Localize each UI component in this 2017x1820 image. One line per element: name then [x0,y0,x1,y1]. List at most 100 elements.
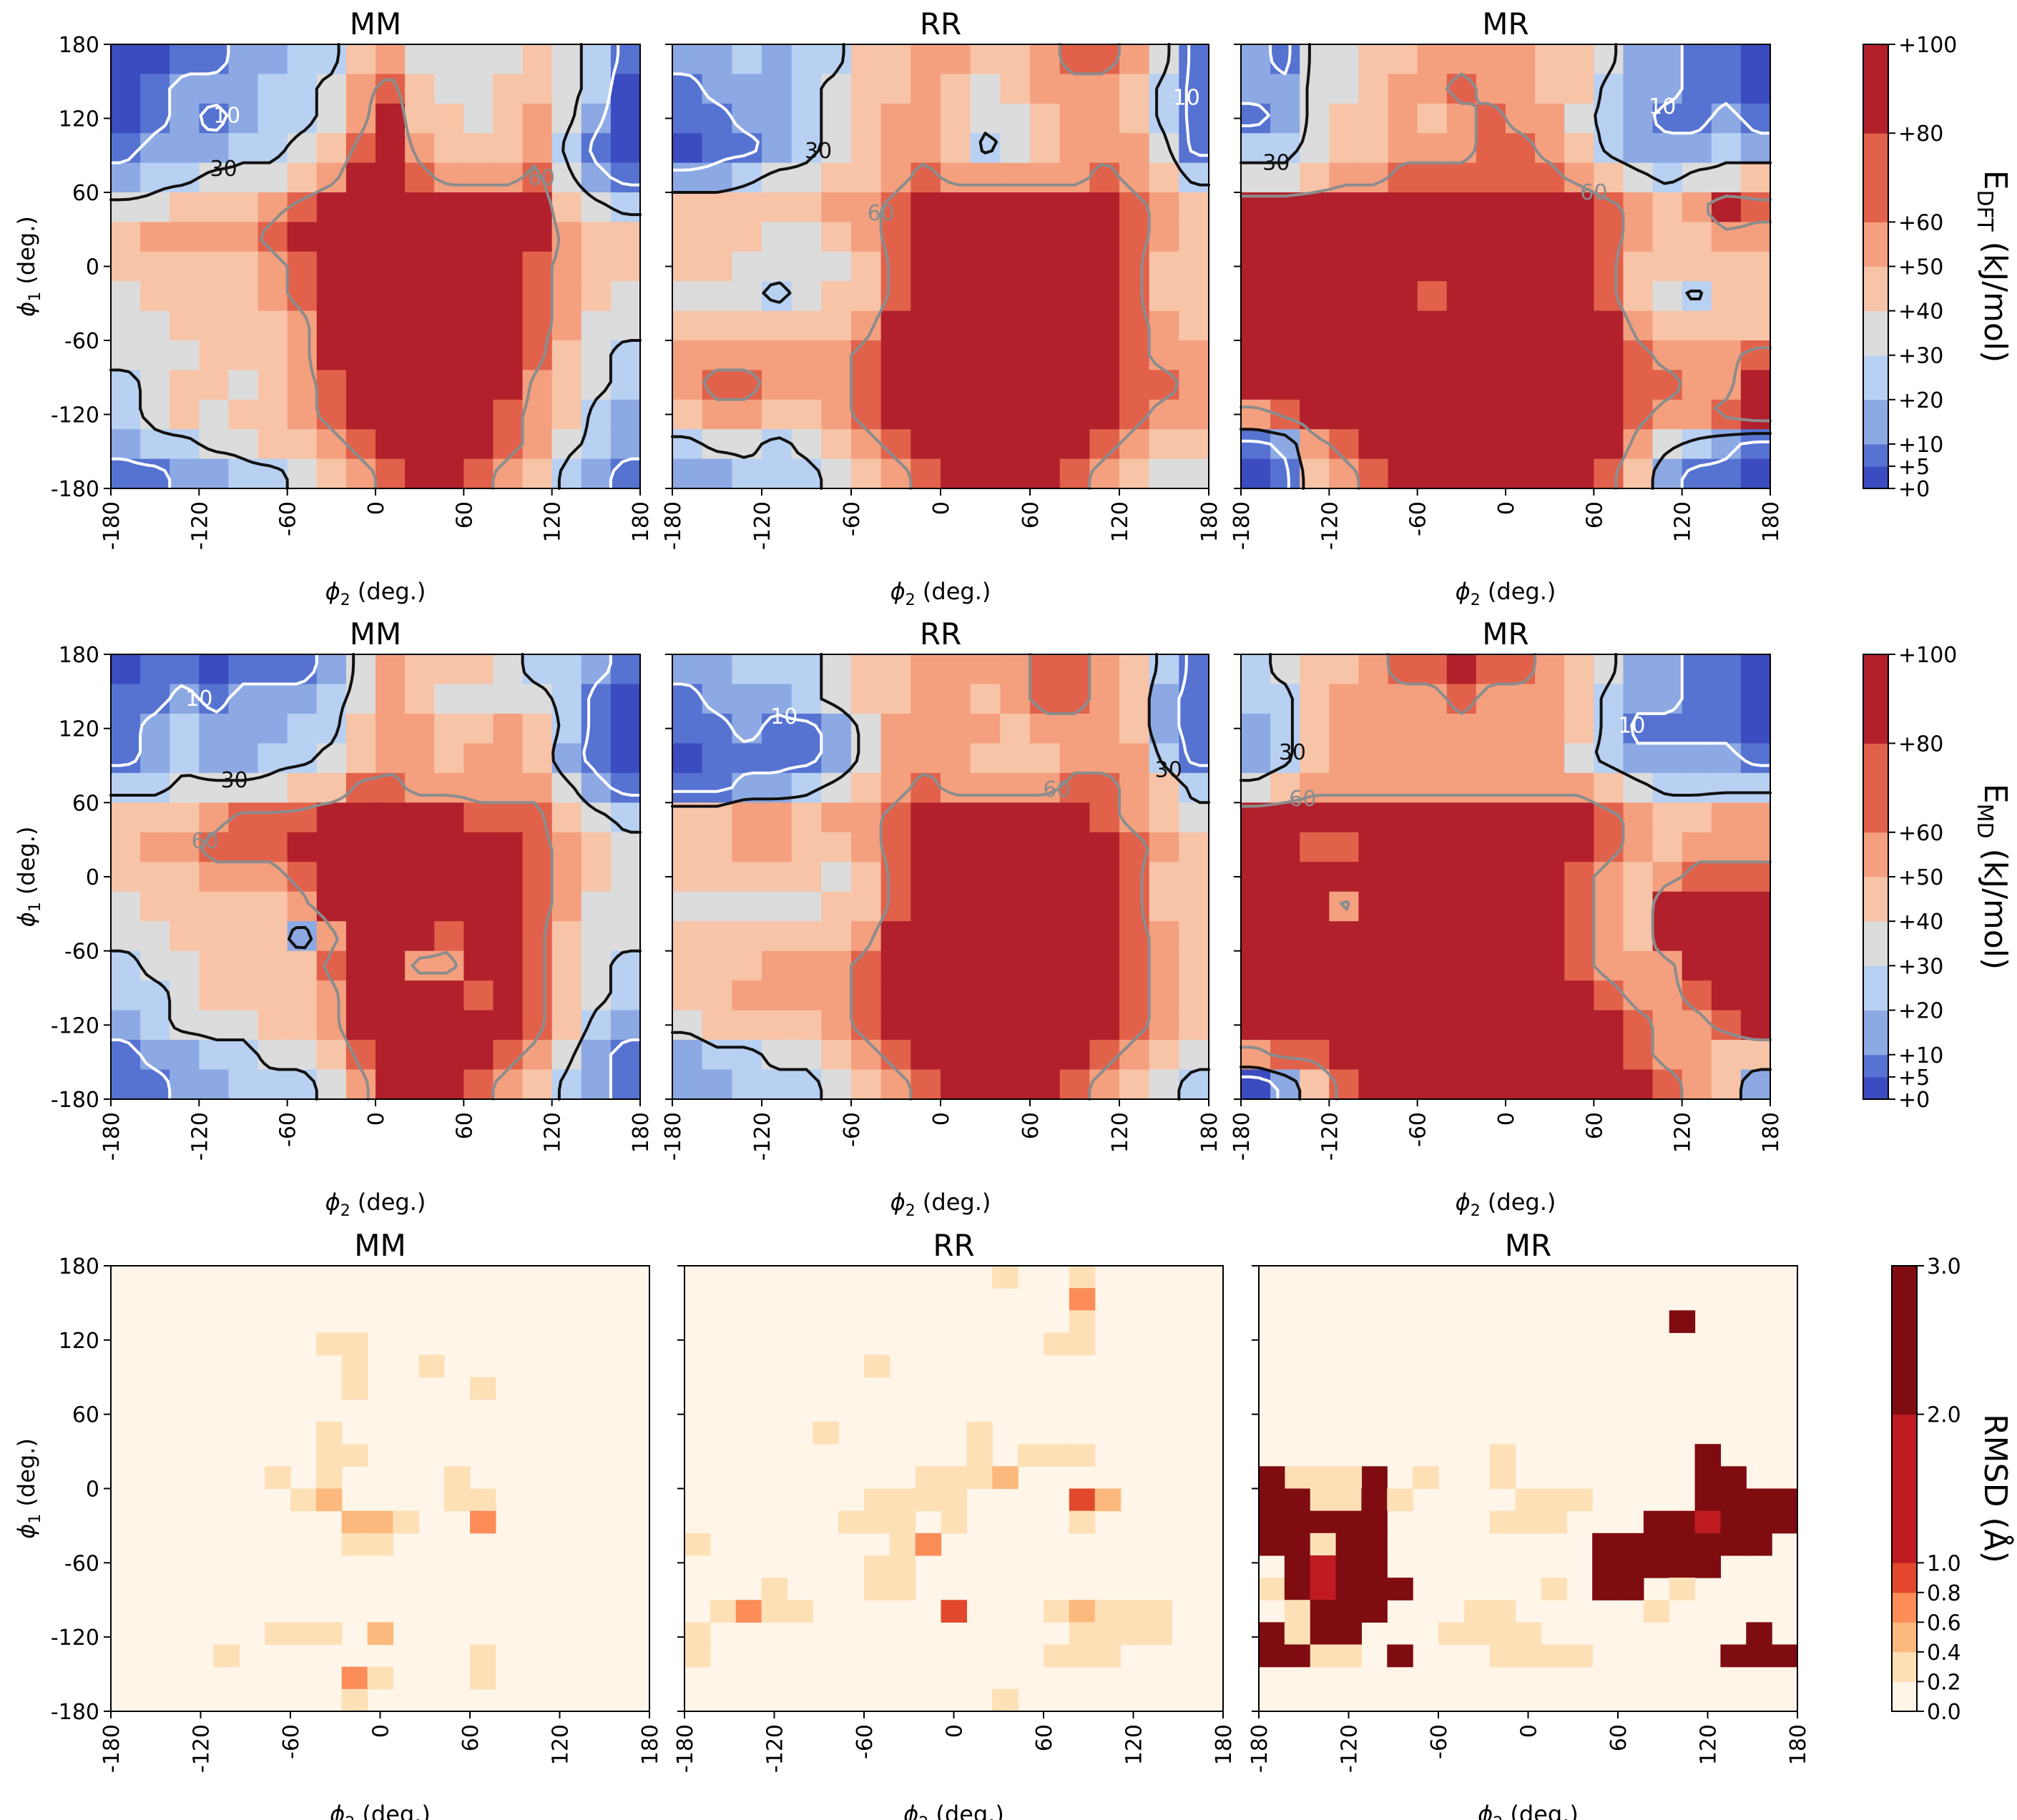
heatmap-cell [1652,921,1683,952]
heatmap-cell [1069,1266,1096,1289]
heatmap-cell [345,429,376,460]
heatmap-cell [1535,862,1565,892]
heatmap-cell [1594,44,1624,74]
heatmap-cell [1388,192,1418,222]
heatmap-cell [1149,429,1179,460]
heatmap-cell [316,222,347,252]
heatmap-cell [1682,370,1712,400]
heatmap-cell [1149,1040,1179,1071]
heatmap-cell [581,370,612,400]
heatmap-cell [1388,133,1418,164]
heatmap-cell [821,921,852,952]
heatmap-cell [522,713,553,744]
heatmap-cell [345,980,376,1011]
y-tick-label: -60 [64,940,99,965]
heatmap-cell [970,654,1001,685]
x-tick-label: -120 [190,1724,215,1773]
heatmap-cell [1463,1622,1491,1646]
x-tick-label: 0 [1494,501,1519,515]
heatmap-cell [1119,654,1150,685]
heatmap-cell [1030,370,1061,400]
heatmap-cell [970,802,1001,833]
heatmap-cell [463,222,494,252]
colorbar-segment [1863,266,1888,312]
heatmap-cell [1682,743,1712,774]
heatmap-cell [522,222,553,252]
heatmap-cell [265,1466,291,1490]
heatmap-cell [1329,74,1360,104]
heatmap-cell [581,281,612,312]
heatmap-cell [1652,429,1683,460]
heatmap-cell [199,743,230,774]
heatmap-cell [1446,310,1477,341]
heatmap-cell [140,370,170,400]
heatmap-cell [1000,950,1031,981]
heatmap-cell [287,1010,318,1041]
heatmap-cell [821,340,852,370]
heatmap-cell [1476,654,1506,685]
heatmap-cell [1059,74,1090,104]
heatmap-cell [1682,103,1712,134]
heatmap-cell [463,1010,494,1041]
heatmap-cell [1446,1069,1477,1100]
heatmap-cell [732,980,762,1011]
heatmap-cell [880,950,911,981]
heatmap-cell [1089,133,1120,164]
heatmap-cell [493,281,524,312]
heatmap-cell [1652,103,1683,134]
heatmap-cell [1669,1533,1696,1556]
heatmap-cell [880,802,911,833]
heatmap-cell [1241,980,1271,1011]
heatmap-cell [1179,103,1209,134]
heatmap-cell [791,103,822,134]
x-axis-label: ϕ2 (deg.) [890,578,991,609]
x-tick-label: -60 [279,1724,304,1759]
contour-label-30: 30 [1279,740,1306,765]
heatmap-cell [851,1040,882,1071]
heatmap-cell [941,251,971,282]
heatmap-cell [1329,222,1360,252]
heatmap-cell [1446,862,1477,892]
heatmap-cell [911,222,941,252]
heatmap-cell [1000,103,1031,134]
heatmap-cell [610,74,641,104]
heatmap-cell [672,370,703,400]
heatmap-cell [1746,1622,1772,1646]
heatmap-cell [1270,310,1300,341]
x-tick-label: 120 [541,501,566,542]
heatmap-cell [1069,1600,1096,1623]
heatmap-cell [522,980,553,1011]
heatmap-cell [851,251,882,282]
heatmap-cell [1594,281,1624,312]
heatmap-cell [851,802,882,833]
heatmap-cell [702,222,732,252]
colorbar-segment [1863,310,1888,356]
heatmap-cell [551,832,582,862]
heatmap-cell [1069,1444,1096,1467]
heatmap-cell [610,192,641,222]
heatmap-cell [1030,74,1061,104]
heatmap-cell [702,654,732,685]
heatmap-cell [1059,950,1090,981]
heatmap-cell [1476,310,1506,341]
heatmap-cell [1463,1600,1491,1623]
heatmap-cell [1300,222,1330,252]
heatmap-cell [1535,802,1565,833]
heatmap-cell [522,1040,553,1071]
heatmap-cell [1358,458,1389,489]
heatmap-cell [1179,281,1209,312]
heatmap-cell [493,862,524,892]
x-tick-label: 0 [929,1112,954,1126]
heatmap-cell [1119,950,1150,981]
heatmap-cell [1179,162,1209,193]
heatmap-cell [762,654,792,685]
heatmap-cell [581,162,612,193]
heatmap-cell [316,802,347,833]
heatmap-cell [1489,1600,1516,1623]
heatmap-cell [1000,1010,1031,1041]
heatmap-cell [551,399,582,430]
heatmap-cell [1300,1069,1330,1100]
